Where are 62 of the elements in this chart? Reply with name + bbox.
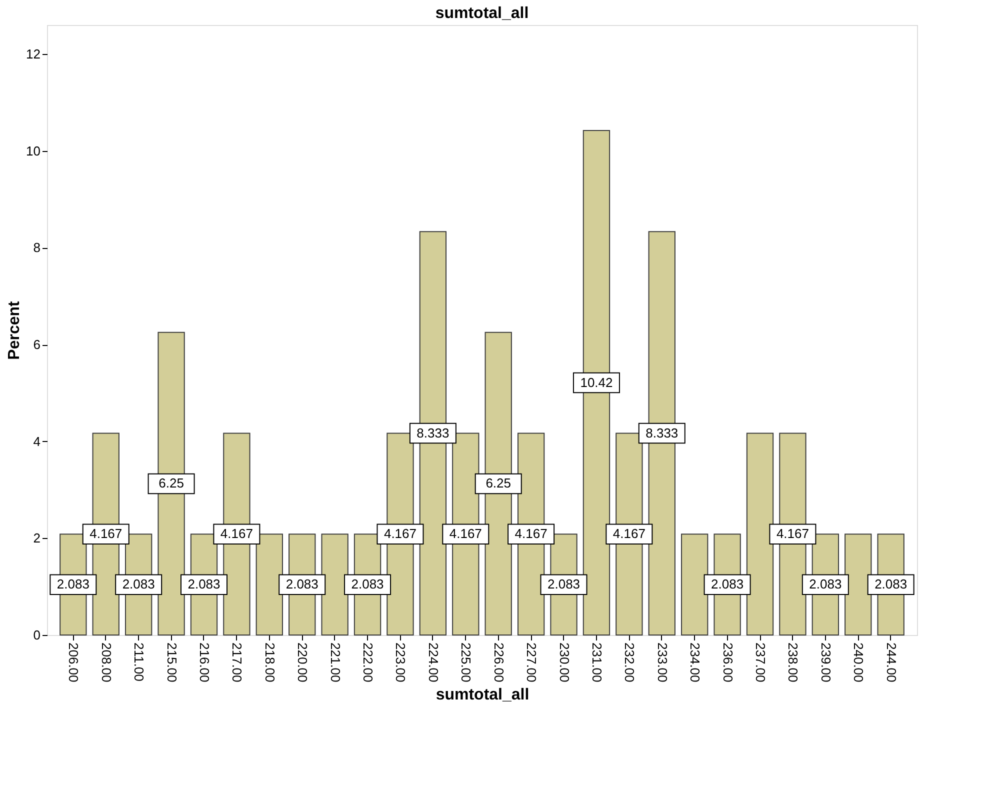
bar xyxy=(844,534,872,636)
x-tick-label: 226.00 xyxy=(491,642,506,682)
x-tick-label: 240.00 xyxy=(851,642,866,682)
data-label: 4.167 xyxy=(612,526,646,542)
y-tick-label: 10 xyxy=(26,143,40,158)
x-tick-label: 220.00 xyxy=(295,642,310,682)
data-label: 4.167 xyxy=(514,526,548,542)
data-label: 4.167 xyxy=(384,526,417,542)
x-tick-label: 239.00 xyxy=(818,642,834,682)
x-tick-label: 233.00 xyxy=(654,642,670,682)
x-tick-label: 217.00 xyxy=(230,642,245,682)
x-tick-label: 211.00 xyxy=(132,642,147,682)
data-label: 2.083 xyxy=(711,576,744,592)
x-tick-label: 215.00 xyxy=(164,642,180,682)
x-tick-label: 244.00 xyxy=(884,642,899,682)
x-tick-label: 237.00 xyxy=(753,642,768,682)
y-tick-label: 2 xyxy=(33,530,40,546)
data-label: 8.333 xyxy=(416,425,450,440)
data-label: 2.083 xyxy=(122,576,155,592)
data-label: 10.42 xyxy=(580,374,613,390)
x-axis-title: sumtotal_all xyxy=(436,686,530,704)
x-tick-label: 238.00 xyxy=(786,642,801,682)
x-tick-label: 218.00 xyxy=(262,642,278,682)
y-tick-label: 6 xyxy=(33,337,40,352)
x-tick-label: 225.00 xyxy=(458,642,474,682)
x-tick-label: 222.00 xyxy=(360,642,376,682)
x-tick-label: 224.00 xyxy=(426,642,441,682)
data-label: 2.083 xyxy=(56,576,90,592)
x-tick-label: 232.00 xyxy=(622,642,638,682)
y-tick-label: 12 xyxy=(26,46,40,62)
data-label: 2.083 xyxy=(809,576,842,592)
y-axis-title: Percent xyxy=(6,300,24,360)
chart-title: sumtotal_all xyxy=(435,5,529,22)
data-label: 4.167 xyxy=(220,526,253,542)
bar xyxy=(746,432,774,636)
bar xyxy=(256,534,283,636)
data-label: 8.333 xyxy=(646,425,678,440)
y-tick-label: 8 xyxy=(33,240,40,256)
x-tick-label: 236.00 xyxy=(720,642,736,682)
data-label: 2.083 xyxy=(351,576,384,592)
bar xyxy=(681,534,708,636)
x-tick-label: 234.00 xyxy=(688,642,703,682)
x-tick-label: 221.00 xyxy=(328,642,343,682)
x-tick-label: 230.00 xyxy=(556,642,572,682)
data-label: 2.083 xyxy=(286,576,318,592)
x-tick-label: 231.00 xyxy=(589,642,604,682)
data-label: 2.083 xyxy=(188,576,220,592)
data-label: 4.167 xyxy=(776,526,809,542)
x-tick-label: 223.00 xyxy=(393,642,408,682)
x-tick-label: 216.00 xyxy=(196,642,212,682)
data-label: 2.083 xyxy=(874,576,908,592)
y-tick-label: 4 xyxy=(33,434,40,449)
x-tick-label: 227.00 xyxy=(524,642,540,682)
bar xyxy=(321,534,348,636)
x-tick-label: 206.00 xyxy=(66,642,82,682)
data-label: 6.25 xyxy=(486,476,512,491)
x-tick-label: 208.00 xyxy=(98,642,114,682)
data-label: 6.25 xyxy=(158,476,184,491)
y-tick-label: 0 xyxy=(33,628,40,642)
data-label: 4.167 xyxy=(90,526,122,542)
data-label: 4.167 xyxy=(449,526,482,542)
data-label: 2.083 xyxy=(547,576,580,592)
